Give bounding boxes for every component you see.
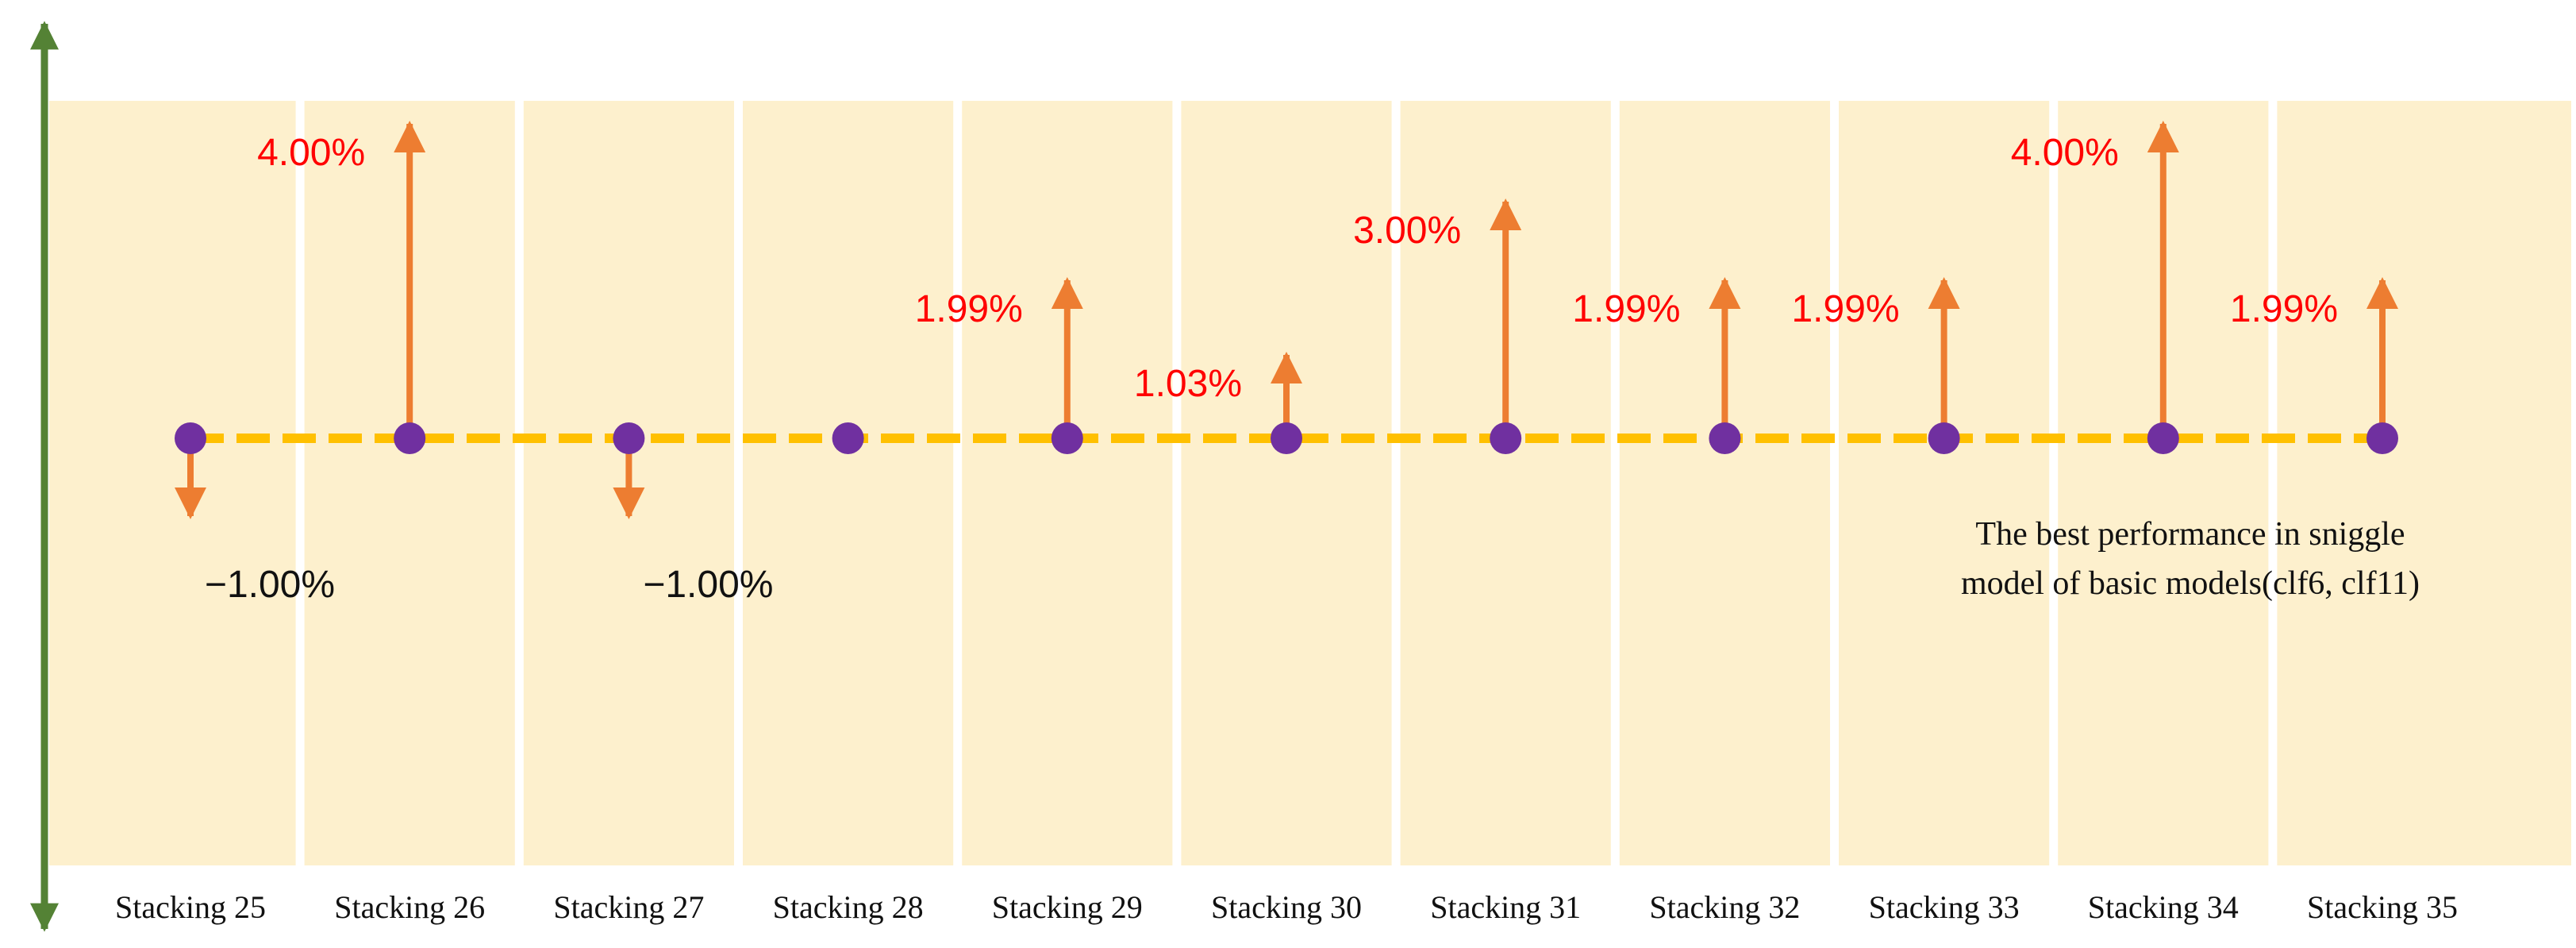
value-label: 1.99% <box>915 288 1023 330</box>
x-tick-label: Stacking 30 <box>1211 889 1362 925</box>
value-label: 1.99% <box>2230 288 2338 330</box>
x-tick-label: Stacking 26 <box>334 889 485 925</box>
data-point <box>175 422 206 454</box>
value-label: −1.00% <box>643 564 773 606</box>
value-labels: −1.00% 4.00% −1.00% 1.99% 1.03% 3.00% 1.99% 1.9… <box>205 132 2338 606</box>
value-label: 1.99% <box>1572 288 1680 330</box>
data-point <box>613 422 645 454</box>
value-label: 1.99% <box>1791 288 1899 330</box>
data-point <box>1490 422 1522 454</box>
baseline-note-line-1: The best performance in sniggle <box>1975 516 2405 553</box>
x-tick-label: Stacking 32 <box>1649 889 1800 925</box>
data-point <box>832 422 864 454</box>
data-points <box>175 422 2398 454</box>
value-label: 3.00% <box>1353 210 1461 252</box>
plot-background <box>49 101 2571 865</box>
x-tick-label: Stacking 29 <box>992 889 1143 925</box>
data-point <box>394 422 426 454</box>
column-dividers <box>295 101 2278 865</box>
x-tick-label: Stacking 25 <box>115 889 266 925</box>
value-label: 1.03% <box>1134 363 1242 405</box>
value-label: 4.00% <box>257 132 365 174</box>
x-tick-label: Stacking 34 <box>2088 889 2239 925</box>
x-tick-labels: Stacking 25 Stacking 26 Stacking 27 Stackin… <box>115 889 2458 925</box>
x-tick-label: Stacking 33 <box>1869 889 2020 925</box>
x-tick-label: Stacking 28 <box>773 889 924 925</box>
data-point <box>1271 422 1302 454</box>
data-point <box>1709 422 1741 454</box>
data-point <box>1928 422 1960 454</box>
data-point <box>2147 422 2179 454</box>
value-label: −1.00% <box>205 564 335 606</box>
data-point <box>2366 422 2398 454</box>
value-label: 4.00% <box>2011 132 2119 174</box>
x-tick-label: Stacking 35 <box>2307 889 2458 925</box>
x-tick-label: Stacking 31 <box>1430 889 1581 925</box>
x-tick-label: Stacking 27 <box>553 889 704 925</box>
data-point <box>1051 422 1083 454</box>
baseline-note-line-2: model of basic models(clf6, clf11) <box>1961 565 2420 602</box>
